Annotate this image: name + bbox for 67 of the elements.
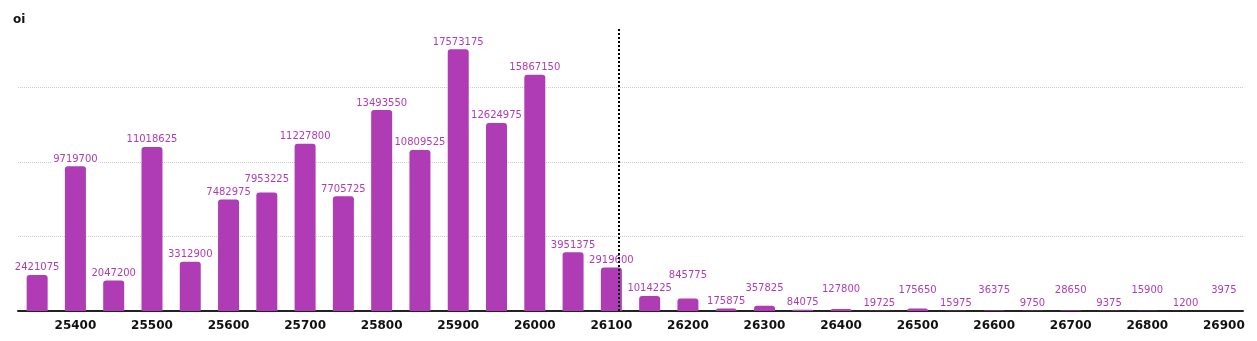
data-label: 845775 (668, 269, 708, 281)
bar (677, 298, 699, 311)
bar (26, 274, 48, 311)
data-label: 3312900 (167, 248, 213, 260)
bar (600, 267, 622, 311)
data-label: 7482975 (206, 186, 251, 198)
bar (141, 146, 163, 311)
bar (562, 252, 584, 311)
x-tick-label: 25600 (207, 318, 250, 332)
x-tick-label: 26300 (743, 318, 786, 332)
x-tick-label: 26500 (896, 318, 939, 332)
data-label: 12624975 (471, 109, 522, 121)
data-label: 11018625 (126, 133, 178, 145)
data-label: 10809525 (394, 136, 446, 148)
data-label: 36375 (978, 284, 1011, 296)
data-label: 3951375 (550, 238, 596, 250)
data-label: 17573175 (432, 35, 484, 47)
x-tick-label: 26900 (1202, 318, 1245, 332)
data-label: 9719700 (53, 152, 98, 164)
data-label: 1200 (1172, 297, 1199, 309)
bar (218, 199, 240, 311)
bar (332, 196, 354, 311)
bar (486, 122, 508, 311)
x-tick-label: 26400 (820, 318, 862, 332)
data-label: 175650 (898, 284, 937, 296)
data-label: 2421075 (14, 261, 60, 273)
bar (294, 143, 316, 311)
x-tick-label: 26100 (590, 318, 633, 332)
data-label: 28650 (1054, 284, 1087, 296)
x-tick-label: 26800 (1126, 318, 1169, 332)
data-label: 3975 (1211, 284, 1237, 296)
x-tick-label: 25800 (360, 318, 403, 332)
bar (371, 110, 393, 311)
data-label: 175875 (707, 294, 746, 306)
bar (447, 49, 469, 311)
bar (639, 295, 661, 311)
data-label: 15975 (939, 297, 972, 309)
bar (409, 150, 431, 311)
x-tick-label: 25400 (54, 318, 97, 332)
bar (179, 261, 201, 311)
bar (64, 166, 86, 311)
data-label: 2047200 (91, 267, 136, 279)
data-label: 19725 (863, 297, 896, 309)
data-label: 84075 (786, 296, 819, 308)
x-tick-label: 25900 (437, 318, 480, 332)
bar (524, 74, 546, 311)
data-label: 15900 (1131, 284, 1164, 296)
x-tick-label: 26000 (513, 318, 556, 332)
data-label: 1014225 (627, 282, 672, 294)
data-label: 11227800 (279, 130, 331, 142)
data-label: 9375 (1096, 297, 1122, 309)
data-label: 127800 (821, 283, 861, 295)
data-label: 7705725 (321, 182, 366, 194)
data-label: 13493550 (356, 96, 408, 108)
bar (256, 192, 278, 311)
data-label: 2919600 (589, 254, 634, 266)
x-tick-label: 26600 (973, 318, 1016, 332)
data-label: 357825 (745, 281, 784, 293)
y-axis-title: oi (13, 12, 26, 26)
x-tick-label: 25700 (284, 318, 326, 332)
bar (103, 280, 125, 311)
x-tick-label: 26200 (667, 318, 709, 332)
data-label: 9750 (1019, 297, 1046, 309)
x-tick-label: 26700 (1049, 318, 1092, 332)
x-tick-label: 25500 (131, 318, 173, 332)
data-label: 7953225 (244, 173, 290, 185)
data-label: 15867150 (509, 61, 561, 73)
